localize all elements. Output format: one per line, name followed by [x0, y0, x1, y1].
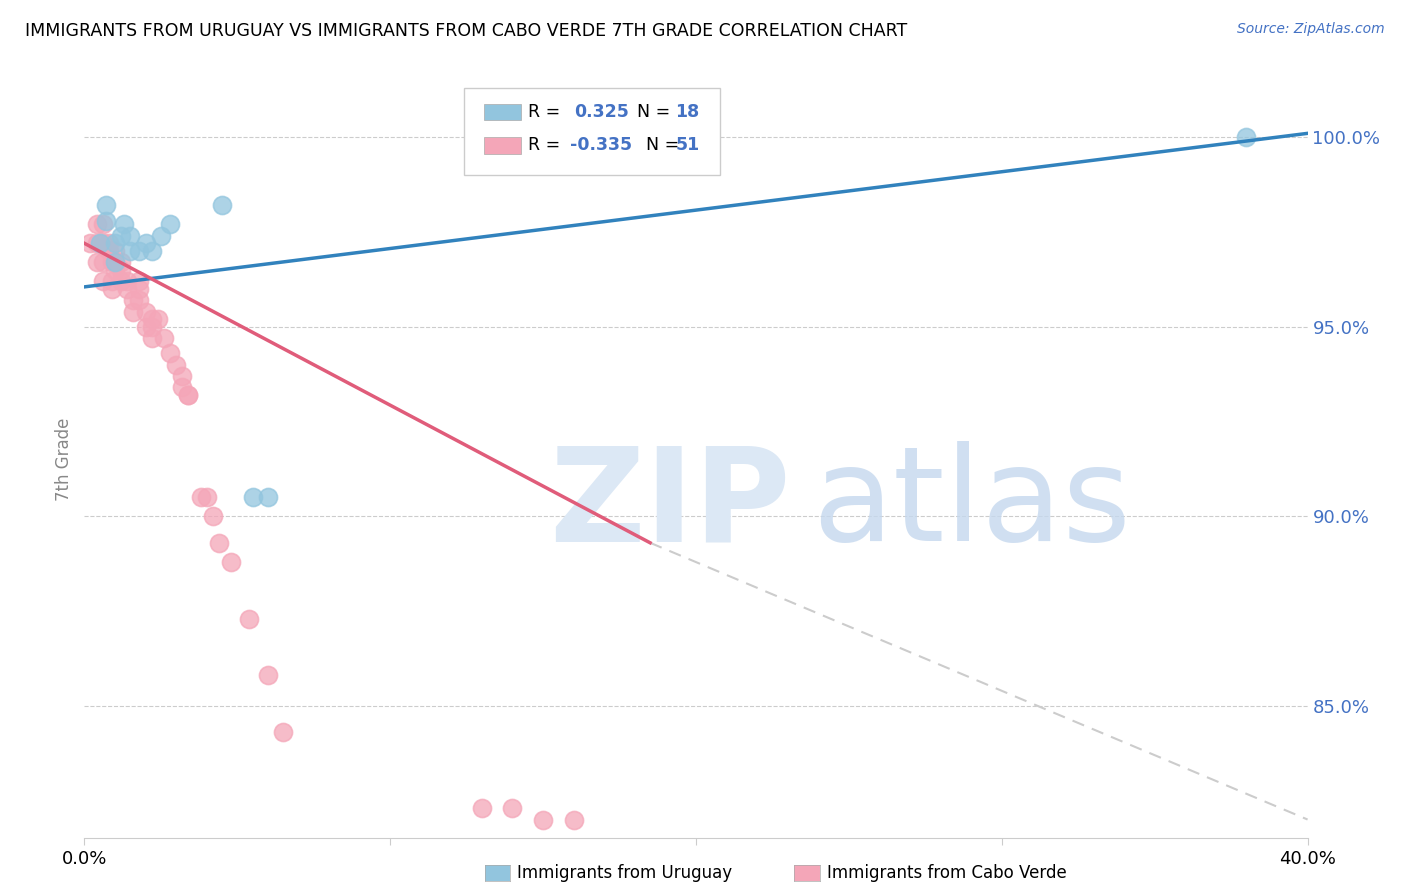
Point: [238, 611, 260, 625]
Text: R =: R =: [529, 103, 567, 121]
Point: [110, 262, 132, 277]
Point: [101, 255, 124, 269]
Point: [91, 217, 114, 231]
Point: [110, 228, 132, 243]
Point: [211, 198, 233, 212]
Point: [153, 331, 176, 345]
Point: [89, 236, 111, 251]
Point: [531, 813, 554, 827]
Point: [91, 255, 114, 269]
Point: [257, 490, 280, 504]
Point: [208, 535, 231, 549]
Point: [104, 262, 127, 277]
Point: [112, 217, 135, 231]
Point: [135, 319, 157, 334]
Point: [141, 319, 163, 334]
Point: [128, 244, 150, 258]
Text: atlas: atlas: [813, 442, 1132, 568]
Text: ZIP: ZIP: [550, 442, 790, 568]
Point: [165, 358, 187, 372]
Point: [128, 282, 150, 296]
Point: [159, 346, 181, 360]
Text: N =: N =: [636, 136, 685, 154]
Point: [91, 274, 114, 288]
Point: [146, 312, 169, 326]
Point: [141, 312, 163, 326]
Text: -0.335: -0.335: [569, 136, 633, 154]
Point: [104, 236, 127, 251]
Point: [104, 244, 127, 258]
FancyBboxPatch shape: [464, 87, 720, 175]
Text: 18: 18: [675, 103, 699, 121]
Text: Immigrants from Uruguay: Immigrants from Uruguay: [517, 864, 733, 882]
Text: IMMIGRANTS FROM URUGUAY VS IMMIGRANTS FROM CABO VERDE 7TH GRADE CORRELATION CHAR: IMMIGRANTS FROM URUGUAY VS IMMIGRANTS FR…: [25, 22, 907, 40]
Point: [502, 801, 524, 815]
Point: [190, 490, 212, 504]
Point: [115, 274, 138, 288]
Point: [219, 555, 242, 569]
Point: [79, 236, 101, 251]
Point: [141, 331, 163, 345]
Point: [86, 217, 108, 231]
Text: R =: R =: [529, 136, 567, 154]
Point: [91, 236, 114, 251]
Point: [242, 490, 264, 504]
Point: [562, 813, 585, 827]
Point: [195, 490, 218, 504]
Point: [177, 388, 200, 402]
Point: [172, 380, 194, 394]
Point: [128, 293, 150, 307]
Point: [135, 304, 157, 318]
Text: N =: N =: [626, 103, 676, 121]
Point: [141, 244, 163, 258]
Text: Source: ZipAtlas.com: Source: ZipAtlas.com: [1237, 22, 1385, 37]
Point: [86, 236, 108, 251]
Text: Immigrants from Cabo Verde: Immigrants from Cabo Verde: [827, 864, 1067, 882]
Point: [104, 255, 127, 269]
Point: [135, 236, 157, 251]
Y-axis label: 7th Grade: 7th Grade: [55, 417, 73, 501]
Point: [122, 304, 145, 318]
Point: [115, 282, 138, 296]
Point: [86, 255, 108, 269]
Point: [172, 368, 194, 383]
Text: 51: 51: [675, 136, 699, 154]
Point: [94, 213, 117, 227]
Bar: [484, 137, 522, 153]
Point: [120, 244, 142, 258]
Point: [120, 228, 142, 243]
Point: [101, 274, 124, 288]
Text: 0.325: 0.325: [574, 103, 628, 121]
Point: [128, 274, 150, 288]
Point: [257, 668, 280, 682]
Point: [471, 801, 494, 815]
Bar: [484, 103, 522, 120]
Point: [201, 509, 224, 524]
Point: [159, 217, 181, 231]
Point: [110, 274, 132, 288]
Point: [94, 198, 117, 212]
Point: [1236, 130, 1258, 145]
Point: [271, 725, 294, 739]
Point: [104, 255, 127, 269]
Point: [177, 388, 200, 402]
Point: [101, 282, 124, 296]
Point: [97, 244, 120, 258]
Point: [149, 228, 172, 243]
Point: [122, 293, 145, 307]
Point: [97, 236, 120, 251]
Point: [110, 255, 132, 269]
